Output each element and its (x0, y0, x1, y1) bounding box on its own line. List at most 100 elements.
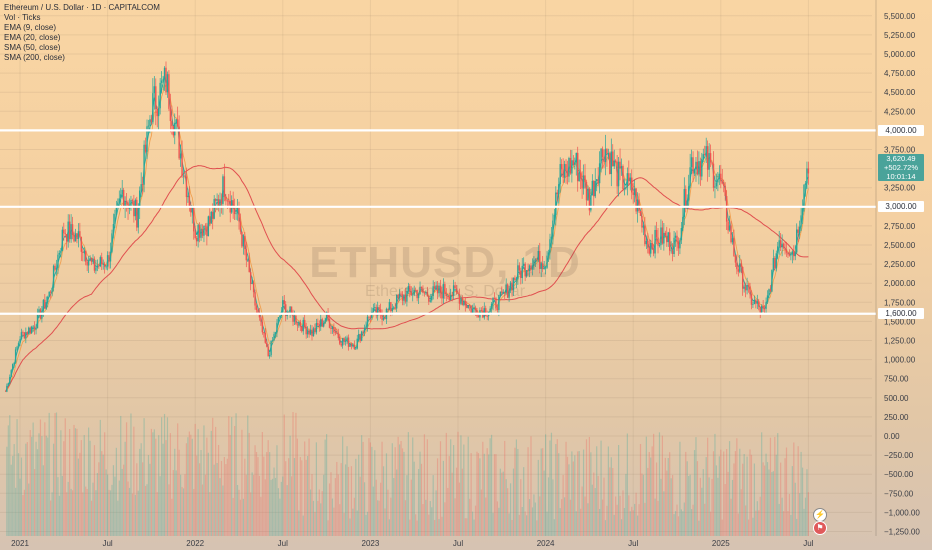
volume-bar (707, 437, 709, 536)
candle-body (512, 277, 515, 291)
volume-bar (153, 429, 155, 536)
legend-ema-9[interactable]: EMA (9, close) (4, 23, 57, 32)
candle-body (29, 327, 31, 334)
x-tick-label: 2023 (362, 539, 380, 548)
volume-bar (463, 444, 465, 536)
candle-body (304, 319, 306, 327)
candle-body (673, 237, 675, 255)
volume-bar (391, 443, 393, 536)
candle-body (10, 370, 12, 378)
candle-body (499, 291, 502, 296)
volume-bar (198, 463, 201, 536)
volume-bar (626, 433, 628, 536)
volume-bar (756, 501, 758, 536)
volume-bar (781, 497, 783, 536)
candle-body (267, 346, 269, 357)
candle-body (296, 324, 299, 326)
candle-body (93, 258, 96, 271)
candle-body (372, 308, 375, 312)
candle-body (139, 190, 141, 208)
candle-body (61, 229, 64, 251)
volume-bar (63, 441, 65, 536)
candle-body (559, 164, 561, 185)
candle-body (235, 213, 237, 215)
volume-bar (727, 471, 729, 536)
candle-body (44, 299, 46, 309)
candle-body (236, 207, 239, 214)
volume-bar (67, 481, 69, 536)
flag-icon[interactable]: ⚑ (813, 521, 827, 535)
legend-ema-20[interactable]: EMA (20, close) (4, 33, 61, 42)
x-tick-label: Jul (278, 539, 288, 548)
candle-body (752, 304, 754, 305)
volume-bar (206, 437, 208, 536)
volume-bar (521, 507, 523, 536)
volume-bar (114, 476, 116, 536)
candle-body (48, 291, 50, 297)
legend-sma-200[interactable]: SMA (200, close) (4, 53, 65, 62)
volume-bar (780, 462, 782, 536)
volume-bar (64, 418, 66, 536)
volume-bar (490, 434, 493, 536)
candle-body (784, 247, 786, 250)
candle-body (742, 266, 744, 289)
volume-bar (216, 463, 218, 536)
volume-bar (358, 454, 360, 536)
volume-bar (48, 412, 50, 536)
candle-body (750, 294, 753, 305)
candle-body (721, 181, 723, 184)
candle-body (311, 329, 313, 337)
candle-body (609, 153, 611, 175)
candle-body (509, 282, 512, 291)
candle-body (441, 292, 443, 299)
volume-bar (406, 475, 408, 536)
volume-bar (309, 489, 312, 536)
y-tick-label: 4,750.00 (884, 69, 916, 78)
candle-body (575, 152, 577, 163)
candle-body (248, 259, 250, 273)
volume-bar (301, 460, 303, 536)
candle-body (95, 267, 97, 271)
volume-bar (238, 489, 240, 536)
volume-bar (120, 415, 122, 536)
candle-body (664, 232, 667, 236)
volume-bar (45, 435, 47, 536)
volume-bar (723, 451, 725, 536)
lightning-icon[interactable]: ⚡ (813, 508, 827, 522)
volume-bar (632, 510, 634, 536)
candle-body (803, 184, 805, 209)
volume-bar (308, 438, 310, 536)
volume-bar (448, 456, 450, 536)
volume-bar (344, 464, 347, 536)
legend-sma-50[interactable]: SMA (50, close) (4, 43, 61, 52)
y-tick-label: 3,750.00 (884, 146, 916, 155)
candle-body (379, 309, 382, 316)
candle-body (451, 295, 453, 297)
candle-body (414, 289, 417, 291)
volume-bar (733, 463, 735, 536)
volume-bar (149, 463, 151, 536)
volume-bar (177, 423, 179, 536)
candle-body (6, 385, 8, 392)
legend-volume[interactable]: Vol · Ticks (4, 13, 41, 22)
candle-body (796, 229, 798, 253)
volume-bar (496, 501, 499, 536)
candle-body (756, 301, 758, 304)
volume-bar (711, 478, 713, 536)
volume-bar (396, 469, 398, 536)
candle-body (381, 315, 383, 320)
candle-body (232, 200, 234, 209)
candle-body (200, 229, 202, 238)
candle-body (77, 231, 80, 239)
candle-body (58, 253, 61, 255)
candle-body (340, 343, 342, 346)
volume-bar (197, 429, 199, 536)
candle-body (696, 161, 699, 175)
candle-body (336, 332, 338, 334)
volume-bar (244, 458, 246, 536)
candle-body (197, 225, 199, 242)
volume-bar (636, 515, 639, 536)
volume-bar (442, 460, 444, 536)
volume-bar (784, 458, 786, 536)
